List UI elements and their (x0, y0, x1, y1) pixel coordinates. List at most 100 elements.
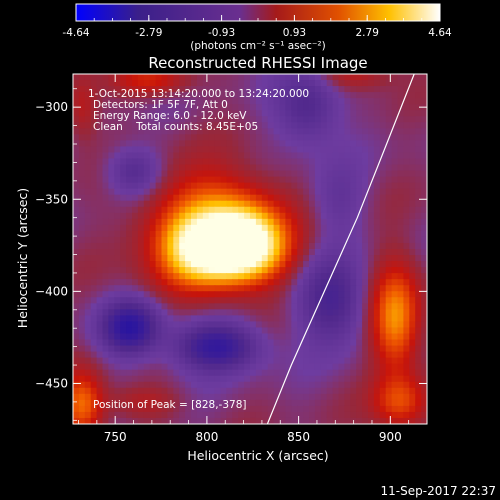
heatmap-cell (238, 116, 245, 123)
heatmap-cell (350, 345, 357, 353)
heatmap-cell (397, 92, 404, 99)
heatmap-cell (291, 86, 298, 93)
heatmap-cell (226, 200, 233, 208)
heatmap-cell (314, 303, 322, 310)
heatmap-cell (362, 134, 369, 141)
heatmap-cell (320, 140, 328, 148)
heatmap-cell (244, 309, 251, 316)
heatmap-cell (220, 273, 227, 280)
heatmap-cell (161, 134, 168, 141)
heatmap-cell (214, 405, 222, 413)
heatmap-cell (132, 98, 139, 105)
heatmap-cell (126, 146, 133, 154)
heatmap-cell (385, 261, 393, 268)
heatmap-cell (120, 218, 127, 226)
heatmap-cell (214, 128, 222, 135)
heatmap-cell (338, 134, 345, 141)
heatmap-cell (350, 393, 357, 401)
heatmap-cell (196, 176, 204, 184)
heatmap-cell (403, 369, 410, 377)
heatmap-cell (244, 279, 251, 286)
heatmap-cell (326, 363, 334, 371)
heatmap-cell (409, 309, 416, 316)
heatmap-cell (356, 194, 363, 202)
heatmap-cell (297, 273, 304, 280)
heatmap-cell (220, 369, 227, 377)
heatmap-cell (84, 152, 92, 160)
heatmap-cell (373, 194, 381, 202)
heatmap-cell (220, 333, 227, 341)
heatmap-cell (332, 345, 340, 353)
heatmap-cell (132, 249, 139, 256)
heatmap-cell (344, 128, 351, 135)
heatmap-cell (421, 194, 427, 202)
heatmap-cell (137, 110, 145, 117)
heatmap-cell (90, 327, 98, 335)
heatmap-cell (214, 339, 222, 347)
heatmap-cell (338, 98, 345, 105)
heatmap-cell (391, 399, 399, 407)
heatmap-cell (102, 236, 109, 244)
heatmap-cell (96, 242, 104, 250)
heatmap-cell (173, 74, 180, 81)
heatmap-cell (173, 303, 180, 310)
heatmap-cell (73, 242, 80, 250)
heatmap-cell (373, 297, 381, 304)
heatmap-cell (90, 158, 98, 166)
heatmap-cell (261, 267, 269, 274)
heatmap-cell (244, 224, 251, 232)
heatmap-cell (90, 411, 98, 419)
heatmap-cell (132, 242, 139, 250)
heatmap-cell (391, 321, 399, 329)
heatmap-cell (403, 182, 410, 190)
heatmap-cell (344, 321, 351, 329)
heatmap-cell (244, 230, 251, 238)
heatmap-cell (379, 122, 387, 129)
heatmap-cell (285, 86, 292, 93)
heatmap-cell (309, 351, 316, 359)
heatmap-cell (326, 146, 334, 154)
heatmap-cell (409, 399, 416, 407)
heatmap-cell (255, 255, 263, 262)
heatmap-cell (132, 411, 139, 419)
heatmap-cell (362, 369, 369, 377)
heatmap-cell (132, 303, 139, 310)
heatmap-cell (409, 345, 416, 353)
heatmap-cell (185, 98, 192, 105)
heatmap-cell (173, 152, 180, 160)
heatmap-cell (167, 86, 174, 93)
heatmap-cell (108, 206, 115, 214)
heatmap-cell (73, 351, 80, 359)
heatmap-cell (196, 273, 204, 280)
heatmap-cell (185, 411, 192, 419)
heatmap-cell (232, 194, 239, 202)
heatmap-cell (303, 303, 310, 310)
heatmap-cell (155, 170, 163, 178)
heatmap-cell (108, 128, 115, 135)
heatmap-cell (226, 242, 233, 250)
heatmap-cell (232, 92, 239, 99)
heatmap-cell (255, 417, 263, 424)
heatmap-cell (362, 405, 369, 413)
heatmap-cell (285, 224, 292, 232)
heatmap-cell (379, 110, 387, 117)
heatmap-cell (303, 267, 310, 274)
heatmap-cell (90, 351, 98, 359)
heatmap-cell (309, 381, 316, 389)
heatmap-cell (279, 267, 286, 274)
heatmap-cell (232, 261, 239, 268)
heatmap-cell (362, 164, 369, 172)
heatmap-cell (350, 351, 357, 359)
heatmap-cell (285, 399, 292, 407)
heatmap-cell (362, 375, 369, 383)
heatmap-cell (73, 261, 80, 268)
heatmap-cell (102, 212, 109, 220)
heatmap-cell (179, 116, 186, 123)
heatmap-cell (185, 206, 192, 214)
heatmap-cell (226, 74, 233, 81)
heatmap-cell (250, 405, 257, 413)
heatmap-cell (84, 393, 92, 401)
heatmap-cell (332, 411, 340, 419)
heatmap-cell (244, 200, 251, 208)
heatmap-cell (161, 104, 168, 111)
